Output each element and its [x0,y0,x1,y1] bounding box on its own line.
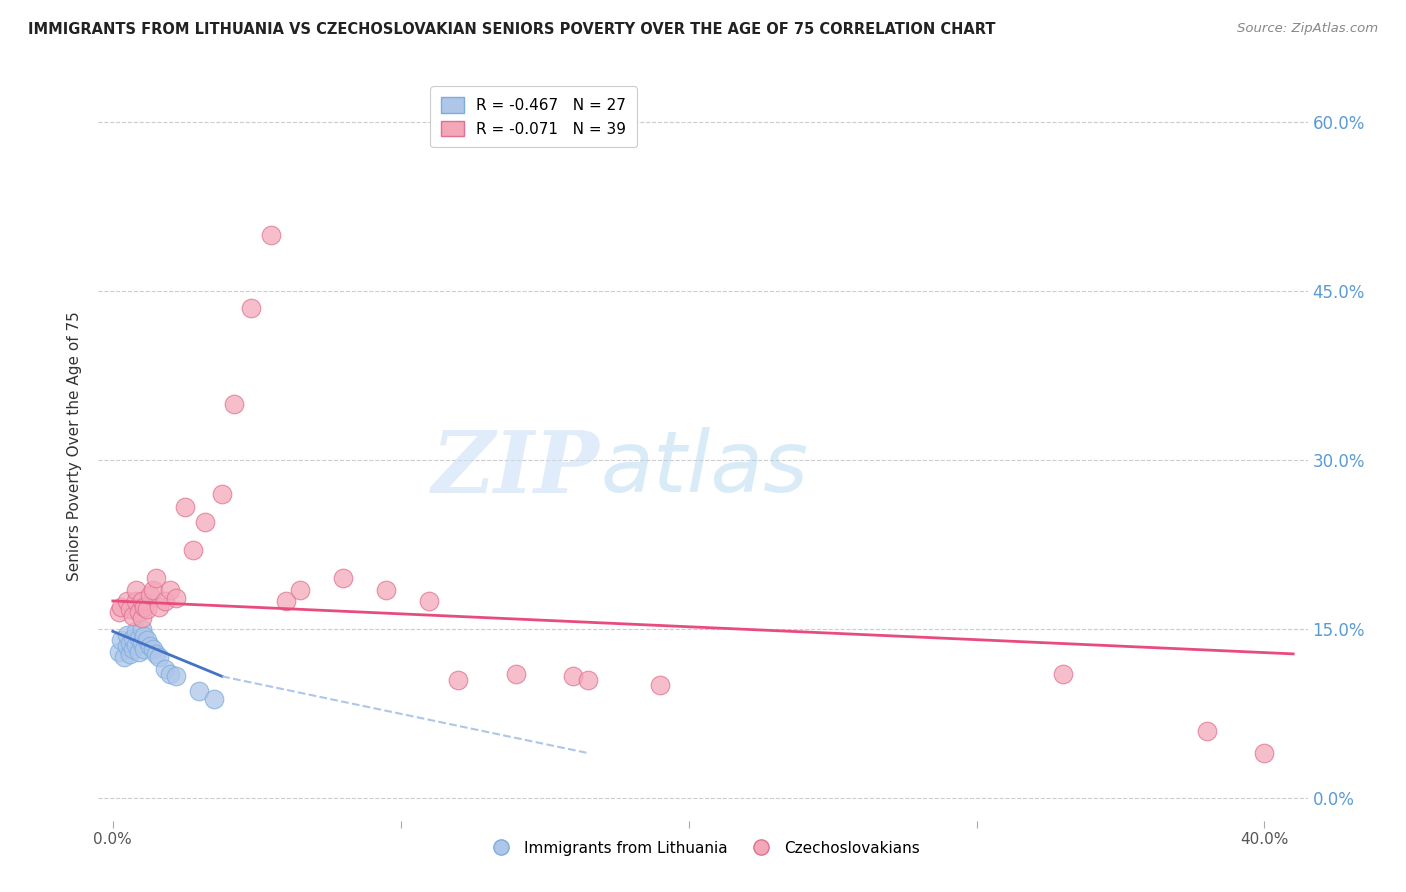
Point [165,591,187,605]
Point [447,673,470,687]
Point [576,673,599,687]
Point [562,669,585,683]
Point [134,629,156,643]
Point [131,622,153,636]
Text: ZIP: ZIP [433,426,600,510]
Point [128,631,150,645]
Point [505,667,527,681]
Point [128,645,150,659]
Point [153,594,176,608]
Point [107,645,129,659]
Point [110,633,132,648]
Point [260,227,283,242]
Point [159,667,181,681]
Point [418,594,440,608]
Point [131,611,153,625]
Point [240,301,263,315]
Point [122,631,145,645]
Point [159,582,181,597]
Point [131,594,153,608]
Point [145,571,167,585]
Legend: Immigrants from Lithuania, Czechoslovakians: Immigrants from Lithuania, Czechoslovaki… [479,835,927,862]
Point [139,639,162,653]
Point [145,647,167,661]
Point [110,599,132,614]
Point [288,582,311,597]
Point [120,647,142,661]
Point [274,594,297,608]
Point [194,515,217,529]
Point [183,543,205,558]
Point [188,684,211,698]
Point [112,650,135,665]
Point [136,633,159,648]
Point [134,599,156,614]
Point [222,397,245,411]
Text: atlas: atlas [600,427,808,510]
Point [211,487,233,501]
Point [134,642,156,657]
Point [375,582,398,597]
Point [122,608,145,623]
Point [115,628,138,642]
Point [332,571,354,585]
Point [122,642,145,657]
Point [115,594,138,608]
Point [107,605,129,619]
Point [120,602,142,616]
Point [128,605,150,619]
Point [202,692,225,706]
Point [165,669,187,683]
Point [125,624,148,639]
Point [136,602,159,616]
Point [148,599,170,614]
Point [115,639,138,653]
Point [120,635,142,649]
Point [148,650,170,665]
Point [142,642,165,657]
Point [648,678,671,692]
Y-axis label: Seniors Poverty Over the Age of 75: Seniors Poverty Over the Age of 75 [67,311,83,581]
Text: IMMIGRANTS FROM LITHUANIA VS CZECHOSLOVAKIAN SENIORS POVERTY OVER THE AGE OF 75 : IMMIGRANTS FROM LITHUANIA VS CZECHOSLOVA… [28,22,995,37]
Point [139,588,162,602]
Point [125,594,148,608]
Point [131,635,153,649]
Point [142,582,165,597]
Text: Source: ZipAtlas.com: Source: ZipAtlas.com [1237,22,1378,36]
Point [1253,746,1275,760]
Point [153,661,176,675]
Point [125,582,148,597]
Point [1195,723,1218,738]
Point [173,500,195,515]
Point [125,638,148,652]
Point [1052,667,1074,681]
